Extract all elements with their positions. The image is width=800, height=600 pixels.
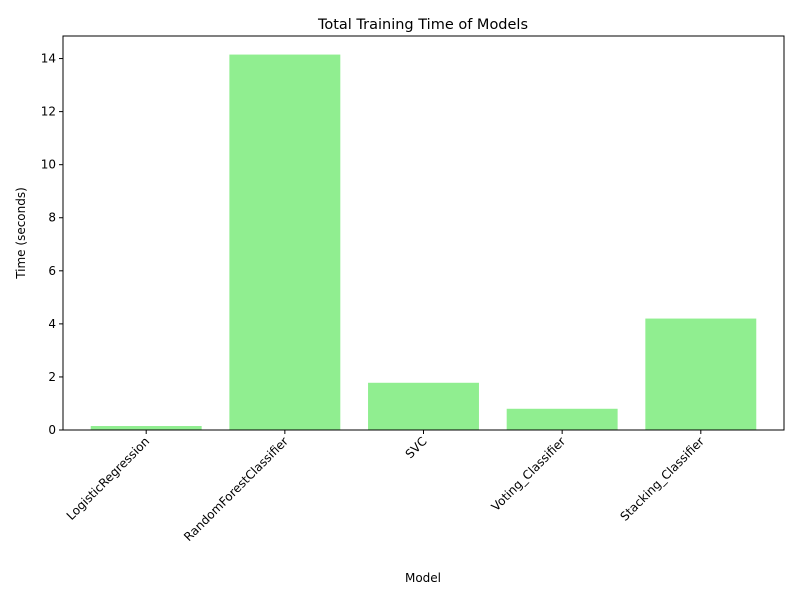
chart-title: Total Training Time of Models [317, 17, 528, 33]
x-axis: LogisticRegression RandomForestClassifier… [64, 430, 707, 544]
bar-svc [368, 382, 479, 430]
bar-randomforestclassifier [229, 54, 341, 431]
bars-group [90, 54, 757, 431]
y-tick-label: 0 [48, 423, 56, 437]
x-axis-label: Model [405, 571, 441, 585]
bar-voting-classifier [506, 408, 618, 430]
y-tick-label: 6 [48, 264, 56, 278]
x-tick-label: LogisticRegression [64, 434, 153, 523]
y-tick-label: 14 [41, 52, 56, 66]
y-axis-label: Time (seconds) [14, 187, 28, 280]
y-tick-label: 2 [48, 370, 56, 384]
y-tick-label: 10 [41, 158, 56, 172]
bar-logisticregression [90, 426, 202, 430]
x-tick-label: SVC [403, 434, 430, 461]
y-axis: 0 2 4 6 8 10 12 14 [41, 52, 63, 437]
plot-frame [62, 35, 785, 431]
y-tick-label: 4 [48, 317, 56, 331]
x-tick-label: Voting_Classifier [489, 434, 569, 514]
y-tick-label: 12 [41, 105, 56, 119]
y-tick-label: 8 [48, 211, 56, 225]
x-tick-label: RandomForestClassifier [181, 434, 291, 544]
x-tick-label: Stacking_Classifier [617, 434, 707, 524]
bar-stacking-classifier [645, 318, 757, 430]
